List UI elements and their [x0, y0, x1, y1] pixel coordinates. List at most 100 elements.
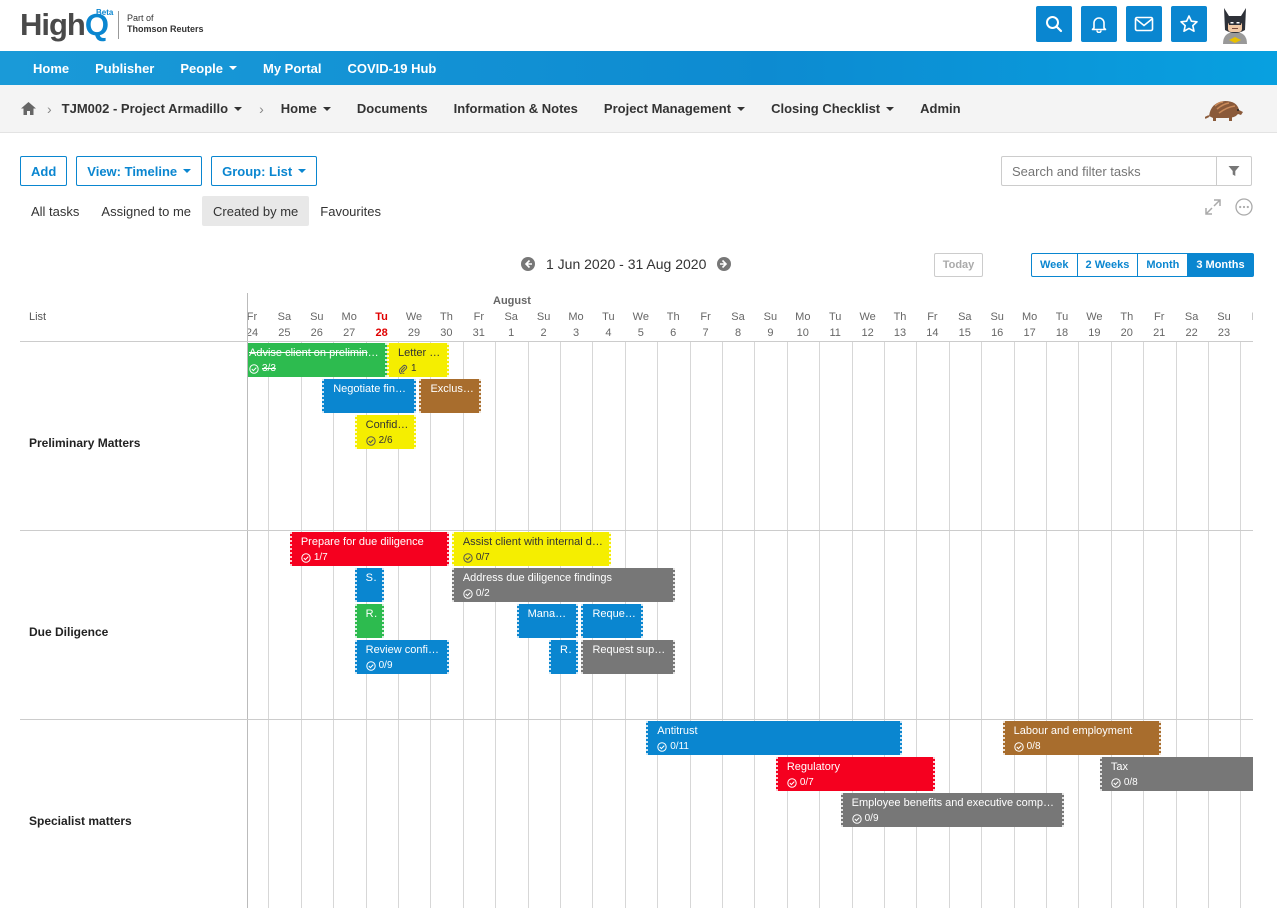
task-progress: 0/7: [787, 775, 929, 790]
task-title: Confide...: [365, 419, 411, 431]
task-title: Regulatory: [786, 761, 841, 773]
day-of-week: We: [1086, 311, 1103, 323]
caret-down-icon: [322, 106, 331, 111]
zoom-month-button[interactable]: Month: [1137, 253, 1189, 277]
favourites-button[interactable]: [1171, 6, 1207, 42]
date-range-control: 1 Jun 2020 - 31 Aug 2020: [520, 253, 732, 275]
task-bar[interactable]: Review confid... 0/9: [354, 640, 449, 674]
day-of-week: Mo: [795, 311, 811, 323]
site-nav-home[interactable]: Home: [268, 101, 344, 116]
group-selector[interactable]: Group: List: [211, 156, 318, 186]
tab-all-tasks[interactable]: All tasks: [31, 203, 80, 219]
group-label[interactable]: Specialist matters: [29, 814, 132, 828]
task-bar[interactable]: Confide... 2/6: [354, 415, 417, 449]
nav-home[interactable]: Home: [33, 60, 70, 76]
breadcrumb-chevron-icon: ›: [47, 100, 52, 117]
task-bar[interactable]: Prepare for due diligence 1/7: [289, 532, 449, 566]
task-bar[interactable]: Labour and employment 0/8: [1002, 721, 1162, 755]
filter-button[interactable]: [1216, 157, 1251, 185]
day-of-week: Sa: [958, 311, 972, 323]
day-number: 25: [278, 327, 291, 339]
tab-created-by-me[interactable]: Created by me: [202, 196, 310, 226]
site-nav-closing-checklist[interactable]: Closing Checklist: [758, 101, 907, 116]
site-nav-information-notes[interactable]: Information & Notes: [453, 101, 578, 116]
tab-assigned-to-me[interactable]: Assigned to me: [101, 203, 192, 219]
site-nav-admin[interactable]: Admin: [920, 101, 961, 116]
next-period-icon[interactable]: [716, 256, 732, 272]
day-header: Su 23: [1208, 309, 1240, 341]
checklist-icon: [463, 588, 473, 599]
day-of-week: We: [632, 311, 649, 323]
today-button[interactable]: Today: [934, 253, 983, 277]
task-title: Labour and employment: [1013, 725, 1133, 737]
task-bar[interactable]: S...: [354, 568, 384, 602]
user-avatar[interactable]: [1215, 4, 1255, 46]
tab-favourites[interactable]: Favourites: [320, 203, 381, 219]
task-bar[interactable]: Exclusiv...: [419, 379, 481, 413]
nav-covid-hub[interactable]: COVID-19 Hub: [347, 60, 437, 76]
day-number: 4: [605, 327, 612, 339]
task-bar[interactable]: Regulatory 0/7: [775, 757, 935, 791]
caret-down-icon: [886, 106, 895, 111]
task-title: Antitrust: [657, 725, 698, 737]
site-nav-documents[interactable]: Documents: [356, 101, 428, 116]
day-of-week: Mo: [568, 311, 584, 323]
search-tasks-input[interactable]: [1002, 157, 1216, 185]
zoom-2-weeks-button[interactable]: 2 Weeks: [1076, 253, 1139, 277]
task-progress-count: 0/7: [799, 777, 814, 788]
day-number: 22: [1185, 327, 1198, 339]
task-filter-tabs: All tasks Assigned to me Created by me F…: [20, 196, 392, 226]
task-bar[interactable]: Employee benefits and executive compen..…: [840, 793, 1065, 827]
task-bar[interactable]: Advise client on preliminary i... 3/3: [248, 343, 388, 377]
task-bar[interactable]: Letter of... 1: [387, 343, 449, 377]
task-progress-count: 0/9: [864, 813, 879, 824]
notifications-button[interactable]: [1081, 6, 1117, 42]
add-task-button[interactable]: Add: [20, 156, 68, 186]
day-of-week: Fr: [1153, 311, 1165, 323]
day-number: 10: [796, 327, 809, 339]
checklist-icon: [365, 660, 376, 671]
task-bar[interactable]: Request suppl...: [581, 640, 676, 674]
task-bar[interactable]: R...: [549, 640, 579, 674]
site-selector[interactable]: TJM002 - Project Armadillo: [56, 101, 255, 116]
day-grid-line: [916, 341, 918, 908]
day-of-week: Tu: [828, 311, 842, 323]
nav-my-portal[interactable]: My Portal: [263, 60, 322, 76]
view-selector[interactable]: View: Timeline: [76, 156, 203, 186]
day-grid-line: [1078, 341, 1080, 908]
group-label[interactable]: Due Diligence: [29, 625, 109, 639]
day-number: 20: [1120, 327, 1133, 339]
more-options-icon[interactable]: [1235, 198, 1253, 216]
task-bar[interactable]: Negotiate finan...: [322, 379, 417, 413]
site-nav-project-management[interactable]: Project Management: [591, 101, 758, 116]
day-grid-line: [300, 341, 302, 908]
previous-period-icon[interactable]: [520, 256, 536, 272]
task-bar[interactable]: Request...: [581, 604, 643, 638]
checklist-icon: [301, 552, 311, 563]
expand-icon[interactable]: [1204, 198, 1222, 216]
task-bar[interactable]: Tax 0/8: [1099, 757, 1253, 791]
day-header: Th 6: [657, 309, 689, 341]
day-number: 3: [572, 327, 580, 339]
search-button[interactable]: [1036, 6, 1072, 42]
task-bar[interactable]: Manage...: [516, 604, 579, 638]
task-bar[interactable]: Assist client with internal du... 0/7: [451, 532, 611, 566]
messages-button[interactable]: [1126, 6, 1162, 42]
day-grid-line: [268, 341, 270, 908]
group-label[interactable]: Preliminary Matters: [29, 436, 141, 450]
task-bar[interactable]: Address due diligence findings 0/2: [451, 568, 676, 602]
task-title: Prepare for due diligence: [300, 536, 424, 548]
home-link[interactable]: [0, 101, 37, 116]
highq-logo[interactable]: HighQ Beta Part of Thomson Reuters: [20, 7, 204, 43]
month-label: August: [493, 295, 531, 307]
task-bar[interactable]: R...: [354, 604, 384, 638]
day-grid-line: [819, 341, 821, 908]
home-icon: [21, 102, 36, 115]
nav-people[interactable]: People: [167, 61, 250, 76]
zoom-3-months-button[interactable]: 3 Months: [1187, 253, 1254, 277]
task-bar[interactable]: Antitrust 0/11: [646, 721, 903, 755]
logo-tagline: Part of Thomson Reuters: [127, 13, 204, 34]
nav-publisher[interactable]: Publisher: [95, 60, 155, 76]
site-navigation: › TJM002 - Project Armadillo › Home Docu…: [0, 85, 1277, 133]
zoom-week-button[interactable]: Week: [1031, 253, 1078, 277]
